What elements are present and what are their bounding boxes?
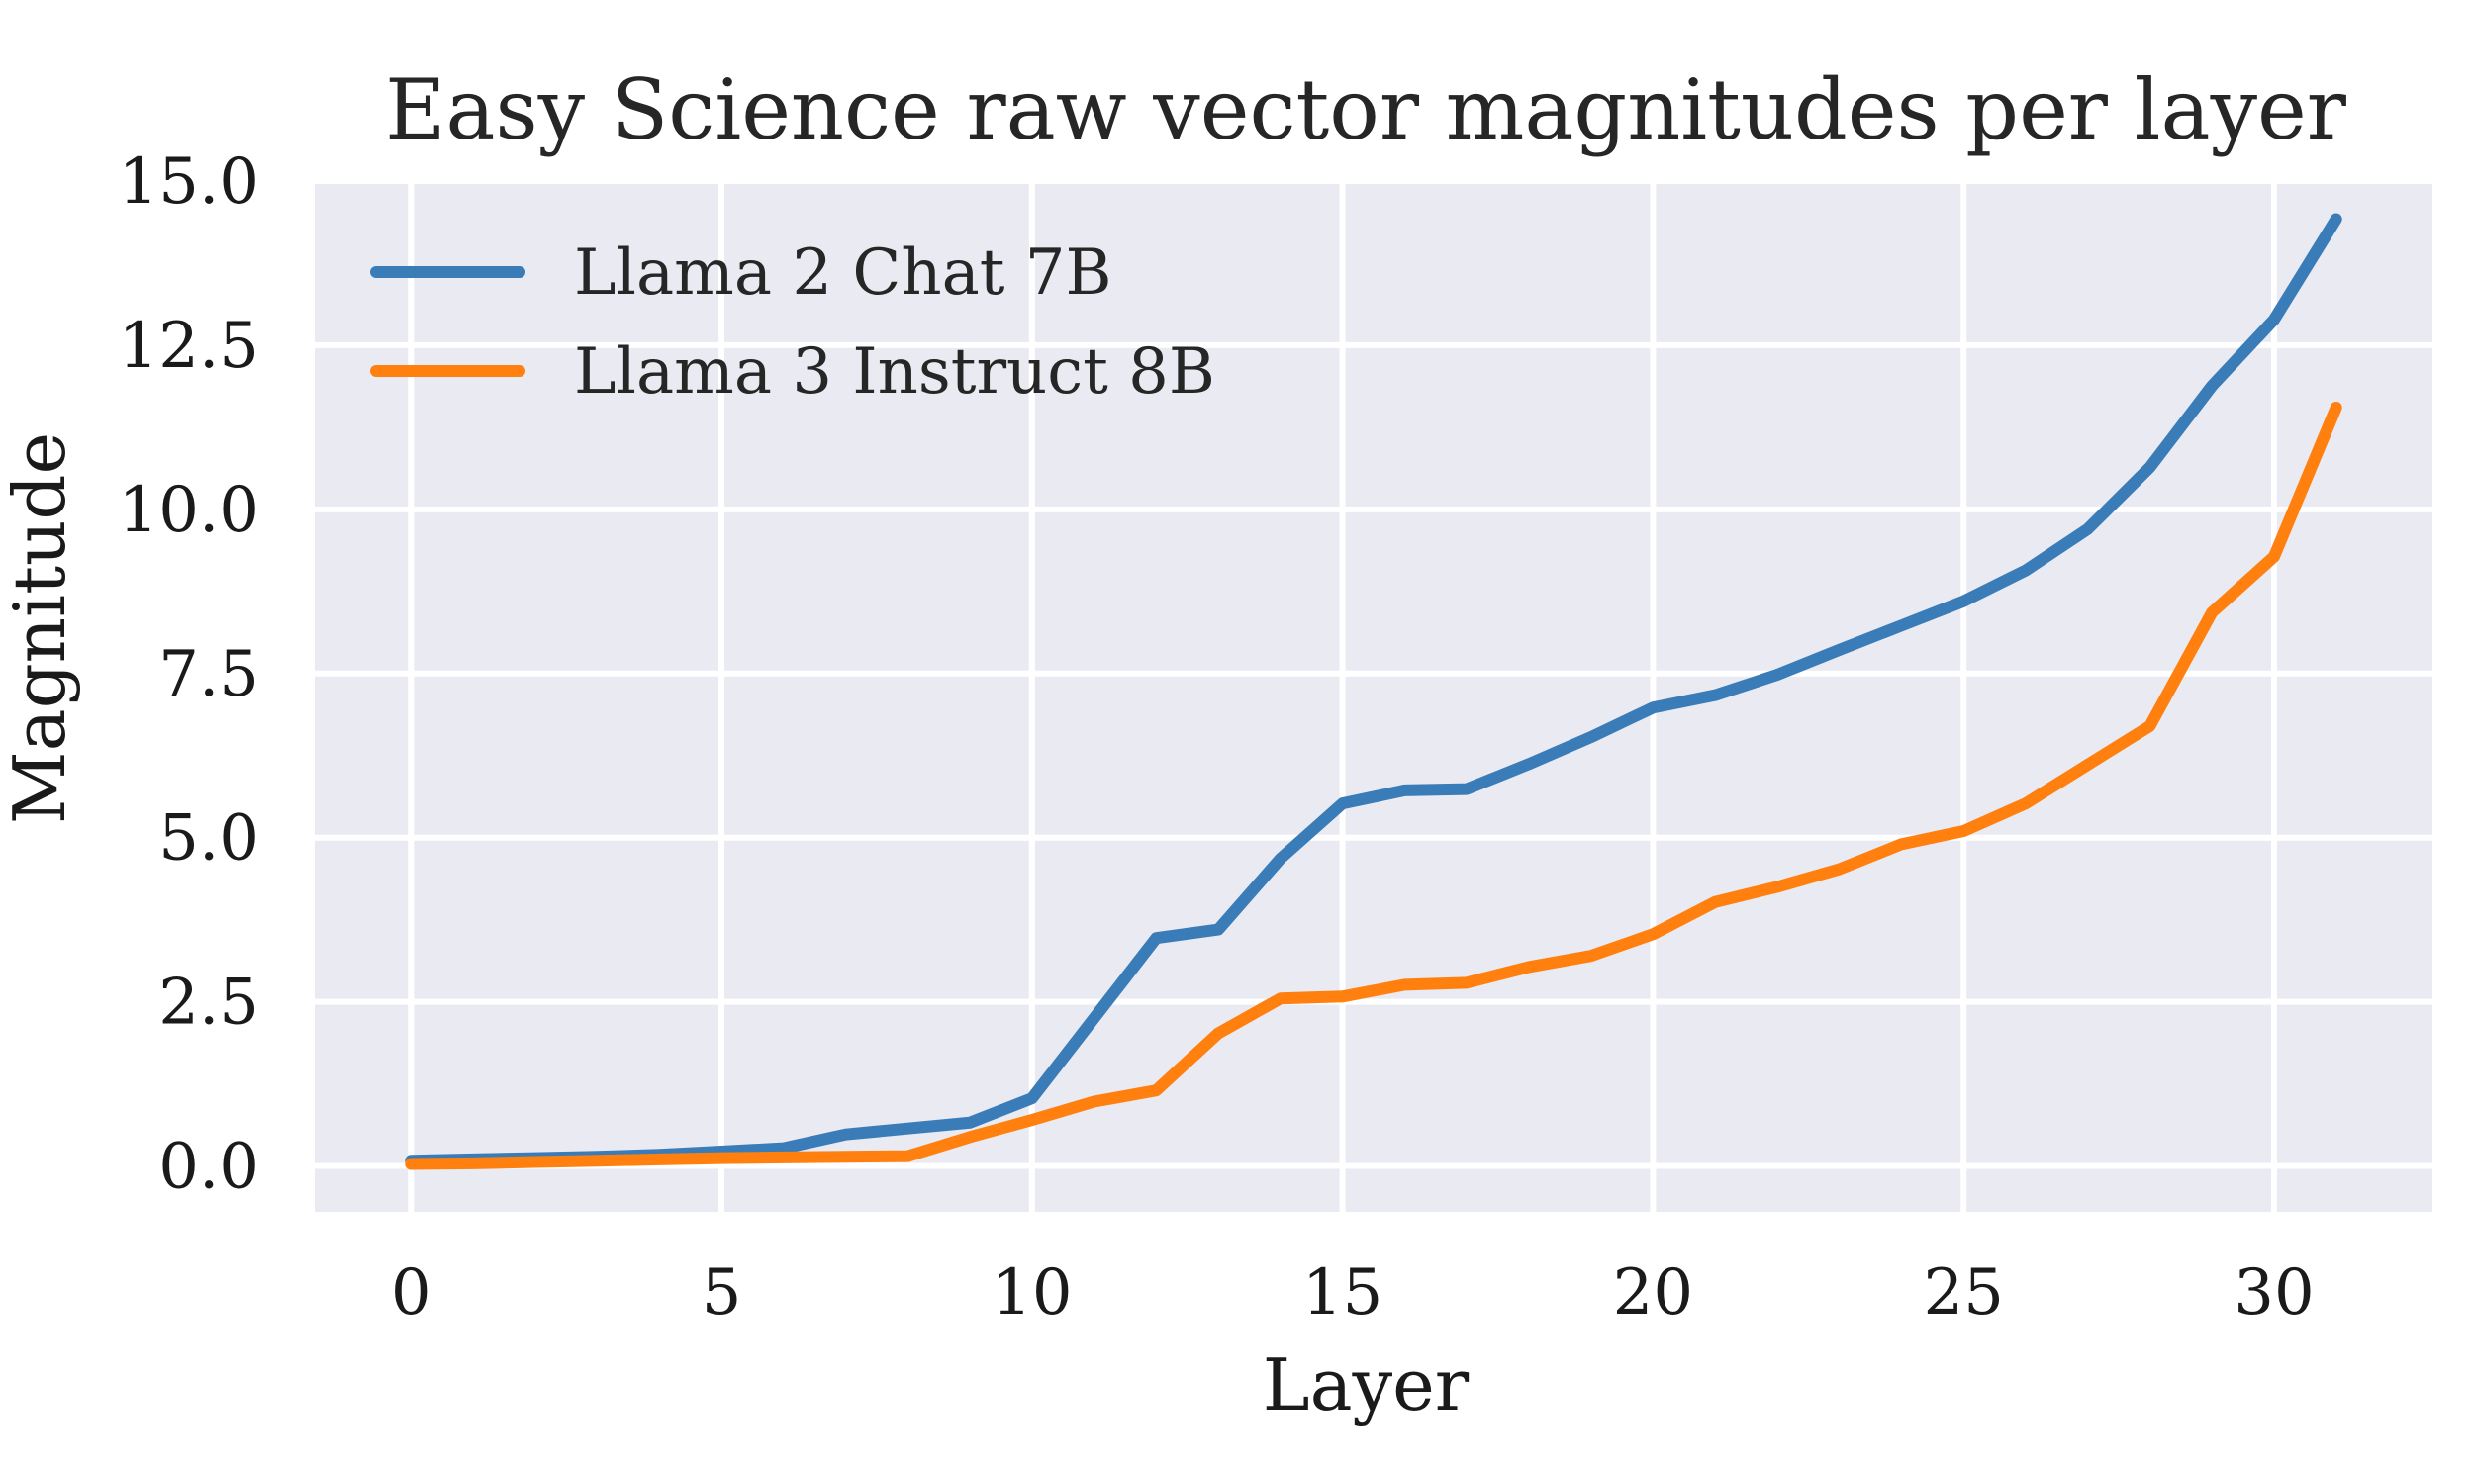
grid [315, 178, 2432, 1212]
series-line-1 [405, 213, 2342, 1167]
y-tick-labels: 0.0 2.5 5.0 7.5 10.0 12.5 15.0 [119, 145, 260, 1204]
plot-area [315, 181, 2432, 1212]
legend: Llama 2 Chat 7B Llama 3 Instruct 8B [370, 236, 1215, 409]
y-tick-label: 2.5 [158, 967, 259, 1040]
y-tick-label: 12.5 [119, 310, 260, 383]
x-tick-label: 5 [702, 1256, 742, 1330]
x-tick-label: 10 [992, 1256, 1072, 1330]
y-tick-label: 10.0 [119, 474, 260, 547]
y-tick-label: 7.5 [158, 638, 259, 711]
x-tick-label: 0 [391, 1256, 431, 1330]
x-tick-labels: 0 5 10 15 20 25 30 [391, 1256, 2315, 1330]
legend-label: Llama 2 Chat 7B [574, 236, 1112, 310]
y-axis-label: Magnitude [0, 432, 81, 824]
y-tick-label: 15.0 [119, 145, 260, 219]
x-tick-label: 20 [1613, 1256, 1693, 1330]
chart-title: Easy Science raw vector magnitudes per l… [385, 61, 2347, 158]
series-line-2 [405, 401, 2342, 1170]
series-lines [405, 213, 2342, 1170]
x-tick-label: 15 [1302, 1256, 1382, 1330]
x-axis-label: Layer [1263, 1344, 1470, 1427]
x-tick-label: 30 [2234, 1256, 2314, 1330]
y-tick-label: 5.0 [158, 802, 259, 876]
x-tick-label: 25 [1923, 1256, 2003, 1330]
y-tick-label: 0.0 [158, 1131, 259, 1204]
legend-label: Llama 3 Instruct 8B [574, 335, 1215, 409]
